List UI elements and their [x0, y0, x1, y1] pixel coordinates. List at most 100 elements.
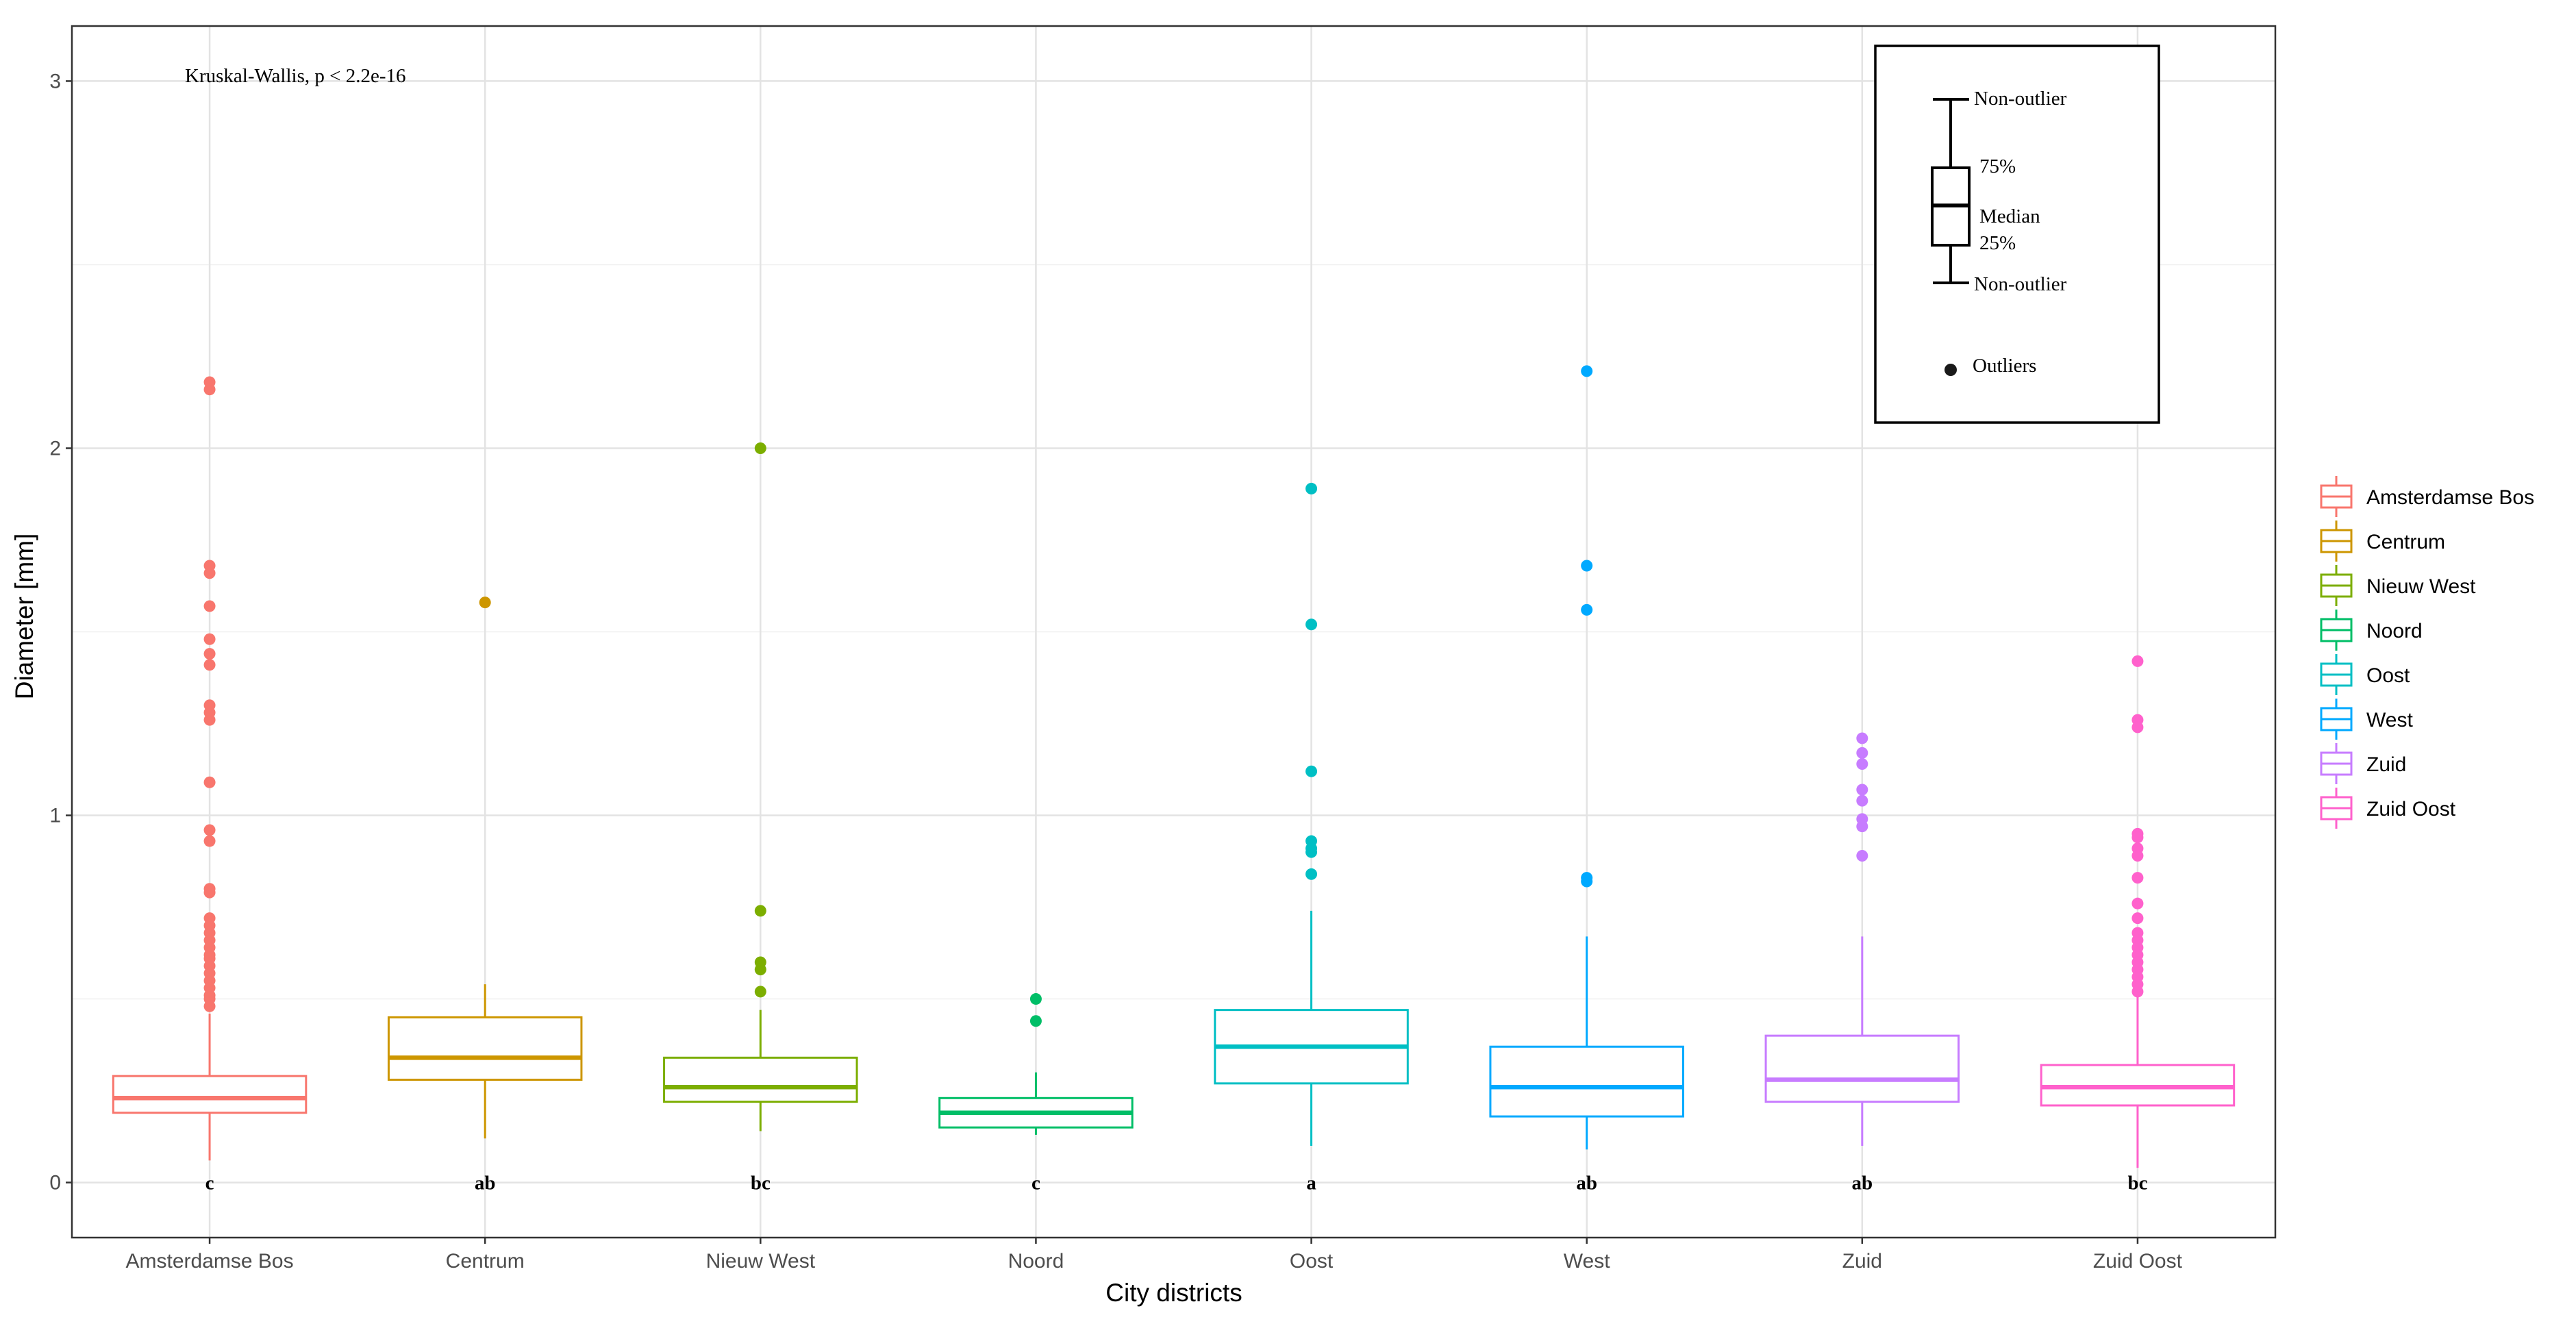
outlier-point — [1856, 784, 1868, 796]
legend-label: West — [2366, 709, 2413, 731]
outlier-point — [754, 905, 766, 917]
significance-letter: ab — [1576, 1173, 1597, 1194]
y-tick-label: 0 — [49, 1172, 61, 1194]
significance-letter: a — [1306, 1173, 1316, 1194]
significance-letter: bc — [2127, 1173, 2147, 1194]
legend-item: Centrum — [2320, 521, 2445, 562]
outlier-point — [203, 886, 216, 899]
outlier-point — [203, 648, 216, 660]
legend-item: Amsterdamse Bos — [2320, 476, 2534, 517]
x-axis-title: City districts — [1105, 1279, 1242, 1307]
legend-label: Oost — [2366, 664, 2410, 687]
outlier-point — [1305, 868, 1318, 880]
x-tick-label: Centrum — [446, 1250, 525, 1273]
box-iqr — [1489, 1045, 1684, 1118]
outlier-point — [1581, 603, 1593, 616]
outlier-point — [203, 714, 216, 726]
legend-label: Zuid Oost — [2366, 798, 2456, 820]
outlier-point — [1856, 849, 1868, 862]
x-tick-label: Noord — [1008, 1250, 1064, 1273]
legend-label: Noord — [2366, 620, 2423, 642]
outlier-point — [754, 964, 766, 976]
legend-label: Nieuw West — [2366, 575, 2476, 598]
outlier-point — [2131, 912, 2144, 925]
legend-item: Oost — [2320, 654, 2410, 695]
key-inset-border — [1874, 45, 2160, 424]
legend-item: Zuid — [2320, 743, 2406, 784]
x-tick-label: Amsterdamse Bos — [126, 1250, 294, 1273]
box-group: bc — [2040, 655, 2236, 1194]
box-group: bc — [663, 442, 858, 1194]
significance-letter: ab — [475, 1173, 496, 1194]
outlier-point — [203, 776, 216, 788]
outlier-point — [1305, 482, 1318, 494]
significance-letter: c — [1031, 1173, 1040, 1194]
outlier-point — [1856, 820, 1868, 833]
x-tick-label: Nieuw West — [706, 1250, 816, 1273]
box-group: c — [938, 993, 1134, 1194]
outlier-point — [203, 567, 216, 579]
legend-item: West — [2320, 699, 2413, 740]
outlier-point — [203, 633, 216, 645]
box-layer: c ab bc c a ab ab bc — [112, 365, 2236, 1194]
outlier-point — [203, 384, 216, 396]
outlier-point — [1581, 365, 1593, 377]
y-tick-label: 3 — [49, 70, 61, 92]
x-tick-label: Oost — [1290, 1250, 1334, 1273]
legend-item: Zuid Oost — [2320, 788, 2456, 829]
significance-letter: c — [205, 1173, 214, 1194]
y-tick-label: 2 — [49, 437, 61, 460]
key-label-outliers: Outliers — [1973, 355, 2036, 377]
box-iqr — [1764, 1034, 1960, 1103]
legend-label: Amsterdamse Bos — [2366, 486, 2534, 509]
outlier-point — [1856, 794, 1868, 807]
box-iqr — [387, 1016, 583, 1081]
outlier-point — [203, 600, 216, 612]
outlier-point — [1581, 875, 1593, 888]
plot-panel-border — [71, 25, 2277, 1239]
box-group: c — [112, 376, 308, 1194]
y-axis-title: Diameter [mm] — [10, 534, 38, 700]
outlier-point — [1305, 618, 1318, 631]
box-group: ab — [387, 597, 583, 1194]
outlier-point — [1856, 747, 1868, 759]
key-label-bottom: Non-outlier — [1974, 273, 2067, 295]
significance-letter: ab — [1851, 1173, 1873, 1194]
legend-item: Noord — [2320, 610, 2423, 651]
legend-label: Zuid — [2366, 753, 2406, 776]
outlier-point — [203, 835, 216, 847]
outlier-point — [2131, 655, 2144, 667]
y-tick-label: 1 — [49, 805, 61, 827]
x-tick-label: Zuid — [1842, 1250, 1882, 1273]
box-iqr — [112, 1075, 308, 1114]
outlier-point — [479, 597, 491, 609]
outlier-point — [754, 986, 766, 998]
boxplot-key-inset: Non-outlier 75% Median 25% Non-outlier O… — [1874, 45, 2160, 424]
box-group: ab — [1764, 732, 1960, 1194]
legend: Amsterdamse Bos Centrum Nieuw West Noord Oos… — [2320, 476, 2534, 829]
outlier-point — [2131, 897, 2144, 910]
box-group: a — [1214, 482, 1409, 1194]
outlier-point — [2131, 721, 2144, 734]
outlier-point — [1305, 765, 1318, 777]
outlier-point — [2131, 831, 2144, 844]
legend-item: Nieuw West — [2320, 565, 2476, 606]
box-iqr — [663, 1056, 858, 1103]
box-group: ab — [1489, 365, 1684, 1194]
key-label-q1: 25% — [1979, 232, 2016, 254]
key-label-median: Median — [1979, 205, 2040, 227]
outlier-point — [1856, 757, 1868, 770]
outlier-point — [203, 1000, 216, 1012]
legend-label: Centrum — [2366, 531, 2445, 553]
x-tick-label: Zuid Oost — [2093, 1250, 2183, 1273]
outlier-point — [1029, 993, 1042, 1005]
outlier-point — [1029, 1015, 1042, 1027]
key-outlier-dot — [1944, 364, 1957, 376]
outlier-point — [1856, 732, 1868, 744]
outlier-point — [203, 659, 216, 671]
significance-letter: bc — [751, 1173, 771, 1194]
axis-layer: 0 1 2 3 Amsterdamse Bos Centrum Nieuw West Noor… — [49, 70, 2182, 1273]
outlier-point — [1581, 560, 1593, 572]
key-label-q3: 75% — [1979, 155, 2016, 177]
